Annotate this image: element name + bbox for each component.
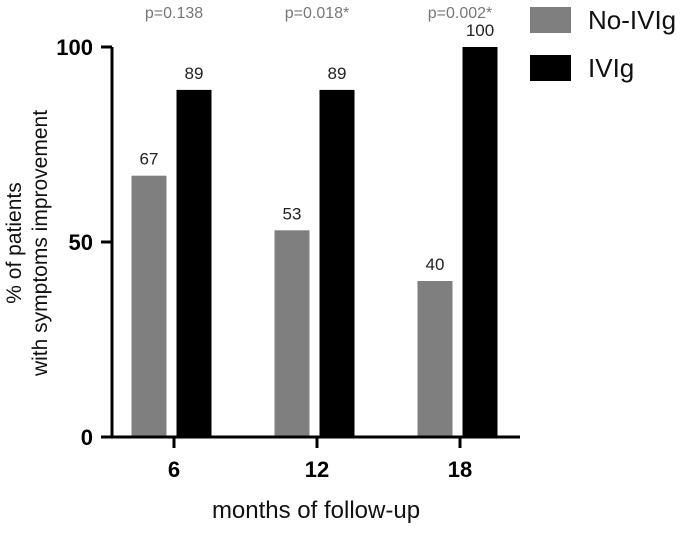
bars-layer [131,47,498,438]
bar-ivig-6 [176,89,212,438]
legend-swatch-ivig [530,55,571,81]
x-tick-label-6: 6 [168,457,180,482]
y-tick-label-50: 50 [69,230,93,255]
data-label-no-ivig-12: 53 [283,204,302,223]
data-label-ivig-6: 89 [185,64,204,83]
y-tick-label-100: 100 [56,35,93,60]
p-value-annotation-6: p=0.138 [145,5,203,22]
bar-ivig-12 [319,89,355,438]
p-value-annotation-12: p=0.018* [285,5,350,22]
data-label-no-ivig-18: 40 [426,255,445,274]
bar-no-ivig-18 [417,281,453,437]
text-layer: months of follow-up % of patients with s… [3,5,494,524]
data-label-ivig-18: 100 [466,21,494,40]
data-label-no-ivig-6: 67 [140,150,159,169]
x-axis-label: months of follow-up [212,497,420,524]
axes-layer [101,45,520,448]
p-value-annotation-18: p=0.002* [428,5,493,22]
legend: No-IVIg IVIg [530,5,676,83]
bar-ivig-18 [462,47,498,437]
data-label-ivig-12: 89 [328,64,347,83]
legend-label-ivig: IVIg [588,53,634,83]
x-tick-label-12: 12 [305,457,329,482]
bar-no-ivig-12 [274,230,310,437]
y-axis-label-line-1: % of patients [3,182,26,303]
y-axis-label-line-2: with symptoms improvement [29,110,52,377]
legend-label-no-ivig: No-IVIg [588,5,676,35]
x-tick-label-18: 18 [448,457,472,482]
bar-no-ivig-6 [131,175,167,437]
y-tick-label-0: 0 [81,425,93,450]
legend-swatch-no-ivig [530,7,571,33]
